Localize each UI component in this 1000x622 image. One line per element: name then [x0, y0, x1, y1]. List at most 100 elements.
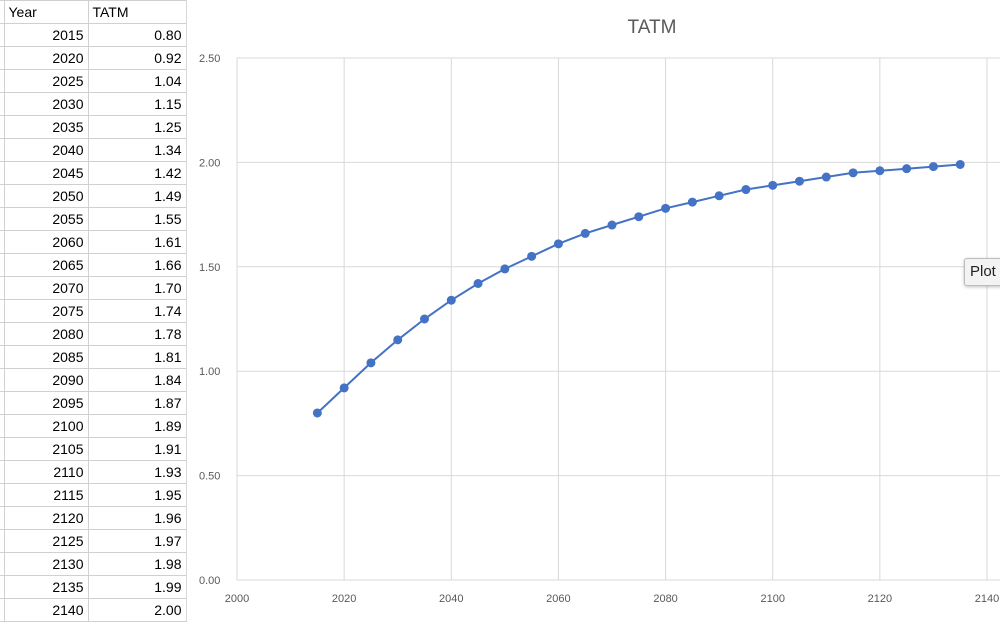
year-cell[interactable]: 2025: [3, 69, 89, 93]
data-point: [527, 251, 537, 261]
tatm-cell[interactable]: 1.42: [87, 161, 187, 185]
year-cell[interactable]: 2140: [3, 598, 89, 622]
header-cell-tatm[interactable]: TATM: [87, 0, 187, 24]
tatm-cell[interactable]: 1.25: [87, 115, 187, 139]
table-row: 2075 1.74: [0, 299, 187, 323]
table-row: 2095 1.87: [0, 391, 187, 415]
tatm-cell[interactable]: 1.95: [87, 483, 187, 507]
data-point: [500, 264, 510, 274]
year-cell[interactable]: 2110: [3, 460, 89, 484]
tatm-cell[interactable]: 1.55: [87, 207, 187, 231]
tatm-cell[interactable]: 1.93: [87, 460, 187, 484]
data-point: [714, 191, 724, 201]
data-point: [420, 314, 429, 324]
tatm-cell[interactable]: 1.74: [87, 299, 187, 323]
year-cell[interactable]: 2115: [3, 483, 89, 507]
data-point: [768, 180, 778, 190]
year-cell[interactable]: 2060: [3, 230, 89, 254]
tatm-cell[interactable]: 1.66: [87, 253, 187, 277]
table-row: 2055 1.55: [0, 207, 187, 231]
table-row: 2110 1.93: [0, 460, 187, 484]
tatm-chart[interactable]: TATM 0.00 0.50 1.00 1.50 2.00 2.50 2000 2020 2040…: [187, 0, 1000, 620]
year-cell[interactable]: 2065: [3, 253, 89, 277]
data-point: [339, 383, 349, 393]
year-cell[interactable]: 2040: [3, 138, 89, 162]
tatm-cell[interactable]: 1.49: [87, 184, 187, 208]
data-point: [366, 358, 376, 368]
tatm-cell[interactable]: 1.34: [87, 138, 187, 162]
tatm-cell[interactable]: 1.81: [87, 345, 187, 369]
table-row: 2035 1.25: [0, 115, 187, 139]
year-cell[interactable]: 2135: [3, 575, 89, 599]
tatm-cell[interactable]: 1.99: [87, 575, 187, 599]
data-point: [821, 172, 831, 182]
tatm-cell[interactable]: 1.84: [87, 368, 187, 392]
tatm-cell[interactable]: 1.78: [87, 322, 187, 346]
tatm-cell[interactable]: 1.89: [87, 414, 187, 438]
table-row: 2090 1.84: [0, 368, 187, 392]
tatm-cell[interactable]: 2.00: [87, 598, 187, 622]
chart-area[interactable]: TATM 0.00 0.50 1.00 1.50 2.00 2.50 2000 2020 2040…: [186, 0, 1000, 620]
table-row: 2060 1.61: [0, 230, 187, 254]
data-point: [580, 228, 590, 238]
year-cell[interactable]: 2055: [3, 207, 89, 231]
year-cell[interactable]: 2020: [3, 46, 89, 70]
table-row: 2045 1.42: [0, 161, 187, 185]
year-cell[interactable]: 2035: [3, 115, 89, 139]
year-cell[interactable]: 2070: [3, 276, 89, 300]
year-cell[interactable]: 2095: [3, 391, 89, 415]
data-point: [473, 279, 483, 289]
year-cell[interactable]: 2100: [3, 414, 89, 438]
x-tick-label: 2060: [546, 593, 570, 605]
table-row: 2065 1.66: [0, 253, 187, 277]
data-point: [741, 185, 751, 195]
year-cell[interactable]: 2080: [3, 322, 89, 346]
tatm-cell[interactable]: 1.97: [87, 529, 187, 553]
tatm-cell[interactable]: 1.87: [87, 391, 187, 415]
data-point: [848, 168, 858, 178]
y-tick-label: 1.00: [199, 366, 220, 378]
y-tick-label: 0.50: [199, 471, 220, 483]
year-cell[interactable]: 2120: [3, 506, 89, 530]
x-tick-label: 2020: [332, 593, 356, 605]
table-row: 2025 1.04: [0, 69, 187, 93]
year-cell[interactable]: 2090: [3, 368, 89, 392]
year-cell[interactable]: 2075: [3, 299, 89, 323]
data-point: [795, 176, 804, 186]
header-cell-year[interactable]: Year: [3, 0, 89, 24]
tatm-cell[interactable]: 0.80: [87, 23, 187, 47]
year-cell[interactable]: 2130: [3, 552, 89, 576]
tatm-cell[interactable]: 0.92: [87, 46, 187, 70]
year-cell[interactable]: 2015: [3, 23, 89, 47]
tatm-cell[interactable]: 1.61: [87, 230, 187, 254]
tatm-cell[interactable]: 1.91: [87, 437, 187, 461]
year-cell[interactable]: 2045: [3, 161, 89, 185]
year-cell[interactable]: 2125: [3, 529, 89, 553]
x-tick-label: 2120: [868, 593, 892, 605]
tatm-cell[interactable]: 1.96: [87, 506, 187, 530]
header-row: Year TATM: [0, 0, 187, 24]
tatm-cell[interactable]: 1.15: [87, 92, 187, 116]
table-row: 2135 1.99: [0, 575, 187, 599]
year-cell[interactable]: 2050: [3, 184, 89, 208]
year-cell[interactable]: 2030: [3, 92, 89, 116]
y-tick-label: 2.50: [199, 53, 220, 65]
tatm-cell[interactable]: 1.04: [87, 69, 187, 93]
data-point: [312, 408, 322, 418]
x-tick-label: 2000: [225, 593, 249, 605]
year-cell[interactable]: 2085: [3, 345, 89, 369]
tatm-cell[interactable]: 1.98: [87, 552, 187, 576]
x-tick-label: 2100: [760, 593, 784, 605]
table-row: 2105 1.91: [0, 437, 187, 461]
data-point: [393, 335, 403, 345]
table-row: 2015 0.80: [0, 23, 187, 47]
data-point: [928, 162, 938, 172]
tatm-cell[interactable]: 1.70: [87, 276, 187, 300]
data-point: [553, 239, 563, 249]
table-row: 2030 1.15: [0, 92, 187, 116]
x-tick-label: 2080: [653, 593, 677, 605]
data-point: [661, 203, 671, 213]
year-cell[interactable]: 2105: [3, 437, 89, 461]
table-row: 2080 1.78: [0, 322, 187, 346]
table-row: 2020 0.92: [0, 46, 187, 70]
